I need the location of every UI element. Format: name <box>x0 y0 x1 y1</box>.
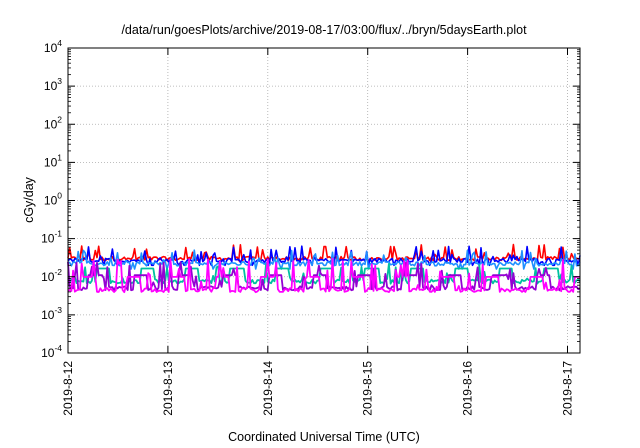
series-line <box>67 262 581 285</box>
y-tick-label: 100 <box>44 191 62 208</box>
y-tick-label: 10-2 <box>41 267 62 284</box>
x-tick-label: 2019-8-16 <box>461 361 475 416</box>
chart-title: /data/run/goesPlots/archive/2019-08-17/0… <box>121 23 527 37</box>
x-tick-label: 2019-8-17 <box>561 361 575 416</box>
y-tick-label: 102 <box>44 114 62 131</box>
y-tick-label: 10-1 <box>41 229 62 246</box>
y-tick-label: 10-3 <box>41 305 62 322</box>
y-axis: 10-4 10-3 10-2 10-1 100 101 102 103 104 <box>41 38 580 360</box>
y-tick-label: 103 <box>44 76 62 93</box>
x-tick-label: 2019-8-12 <box>61 361 75 416</box>
x-axis-label: Coordinated Universal Time (UTC) <box>228 430 420 444</box>
y-tick-label: 104 <box>44 38 62 55</box>
y-axis-label: cGy/day <box>22 176 36 223</box>
x-axis: 2019-8-12 2019-8-13 2019-8-14 2019-8-15 2019… <box>61 48 575 416</box>
x-tick-label: 2019-8-14 <box>261 361 275 416</box>
series-line <box>67 261 581 292</box>
x-tick-label: 2019-8-13 <box>161 361 175 416</box>
grid <box>68 48 580 353</box>
series-group <box>67 243 581 294</box>
x-tick-label: 2019-8-15 <box>361 361 375 416</box>
y-tick-label: 10-4 <box>41 343 62 360</box>
series-line <box>67 249 581 270</box>
series-line <box>67 245 581 267</box>
series-line <box>67 257 580 294</box>
y-tick-label: 101 <box>44 152 62 169</box>
